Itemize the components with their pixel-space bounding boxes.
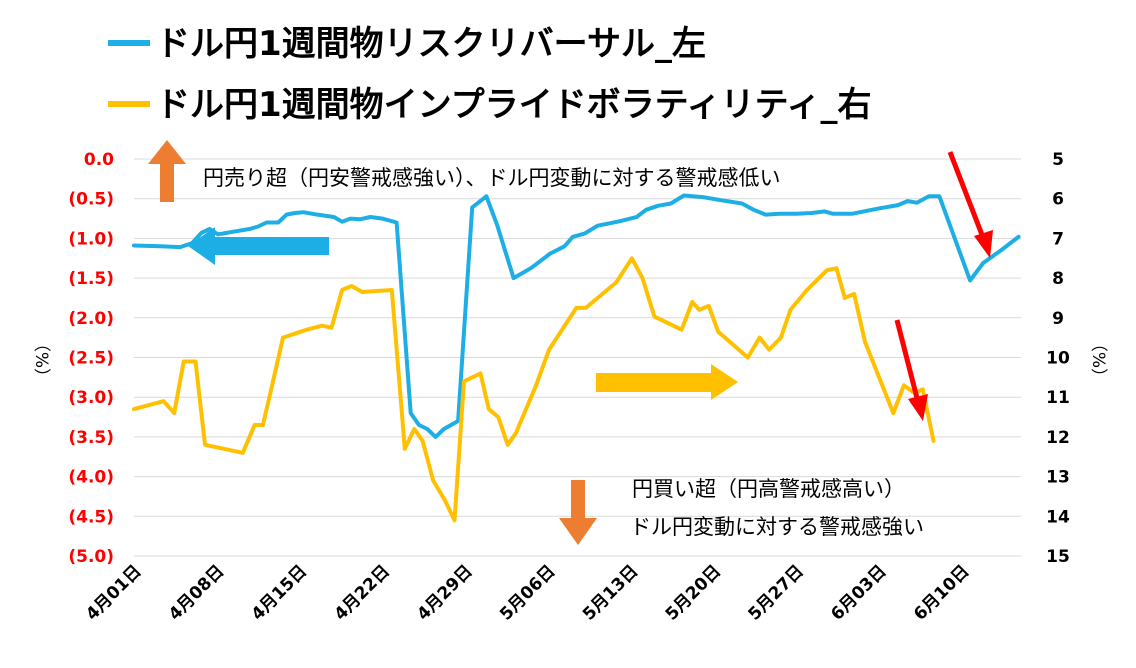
annotations: 円売り超（円安警戒感強い）、ドル円変動に対する警戒感低い 円買い超（円高警戒感高… (148, 140, 993, 545)
x-axis: 4月01日 4月08日 4月15日 4月22日 4月29日 5月06日 5月13日 5月20日… (82, 561, 973, 624)
left-tick-label: 0.0 (84, 150, 114, 170)
right-axis: 5 6 7 8 9 10 11 12 13 14 15 (1046, 150, 1070, 567)
red-arrow-icon-lower (894, 319, 928, 421)
annotation-yen-buying: 円買い超（円高警戒感高い） (632, 477, 905, 501)
annotation-high-caution: ドル円変動に対する警戒感強い (630, 515, 924, 539)
x-tick-label: 6月03日 (827, 561, 890, 624)
gridlines (134, 158, 1021, 557)
orange-down-arrow-icon (559, 480, 597, 545)
right-tick-label: 6 (1052, 190, 1064, 210)
series-risk-reversal (132, 193, 1021, 439)
x-tick-label: 4月08日 (165, 561, 228, 624)
left-tick-label: (0.5) (68, 190, 114, 210)
right-tick-label: 14 (1046, 507, 1070, 527)
x-tick-label: 5月06日 (496, 561, 559, 624)
x-tick-label: 5月20日 (662, 561, 725, 624)
right-tick-label: 8 (1052, 269, 1064, 289)
right-tick-label: 5 (1052, 150, 1064, 170)
left-axis: 0.0 (0.5) (1.0) (1.5) (2.0) (2.5) (3.0) (3.5) (4… (68, 150, 114, 567)
left-tick-label: (1.5) (68, 269, 114, 289)
blue-left-arrow-icon (188, 227, 329, 265)
left-tick-label: (1.0) (68, 229, 114, 249)
left-tick-label: (3.0) (68, 388, 114, 408)
x-tick-label: 5月27日 (745, 561, 808, 624)
orange-up-arrow-icon (148, 140, 186, 202)
right-tick-label: 12 (1046, 428, 1070, 448)
legend-label-iv: ドル円1週間物インプライドボラティリティ_右 (156, 85, 872, 125)
annotation-yen-selling: 円売り超（円安警戒感強い）、ドル円変動に対する警戒感低い (203, 166, 781, 190)
right-tick-label: 10 (1046, 349, 1070, 369)
left-tick-label: (2.5) (68, 349, 114, 369)
right-axis-unit: （%） (1088, 335, 1108, 385)
legend-label-rr: ドル円1週間物リスクリバーサル_左 (156, 24, 706, 64)
left-axis-unit: （%） (31, 335, 51, 385)
left-tick-label: (2.0) (68, 309, 114, 329)
series-implied-volatility (132, 256, 936, 523)
right-tick-label: 15 (1046, 547, 1070, 567)
left-tick-label: (4.5) (68, 507, 114, 527)
red-arrow-icon-upper (947, 151, 993, 258)
right-tick-label: 9 (1052, 309, 1064, 329)
left-tick-label: (5.0) (68, 547, 114, 567)
right-tick-label: 11 (1046, 388, 1070, 408)
x-tick-label: 4月15日 (248, 561, 311, 624)
x-tick-label: 4月29日 (413, 561, 476, 624)
x-tick-label: 4月22日 (331, 561, 394, 624)
left-tick-label: (4.0) (68, 468, 114, 488)
yellow-right-arrow-icon (596, 364, 738, 400)
x-tick-label: 6月10日 (910, 561, 973, 624)
right-tick-label: 13 (1046, 468, 1070, 488)
right-tick-label: 7 (1052, 229, 1064, 249)
legend: ドル円1週間物リスクリバーサル_左 ドル円1週間物インプライドボラティリティ_右 (108, 24, 872, 125)
x-tick-label: 4月01日 (82, 561, 145, 624)
series-line (132, 256, 936, 523)
left-tick-label: (3.5) (68, 428, 114, 448)
x-tick-label: 5月13日 (579, 561, 642, 624)
series-layer (132, 193, 1021, 523)
